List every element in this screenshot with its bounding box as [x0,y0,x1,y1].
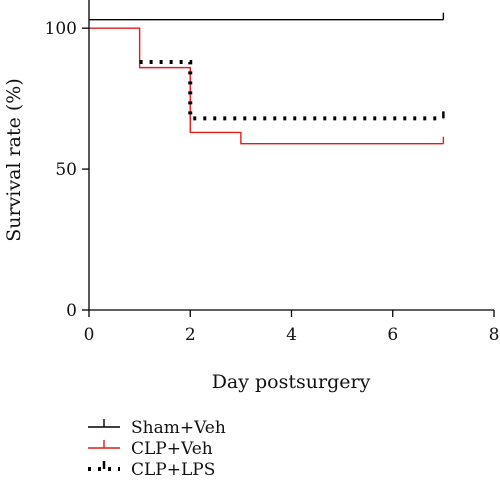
x-axis-title: Day postsurgery [212,371,371,393]
series-clp-lps-line [139,60,444,121]
plot-area [89,12,445,145]
y-tick-label-2: 100 [45,19,77,39]
x-tick-label-3: 6 [387,325,398,345]
y-tick-label-1: 50 [55,160,77,180]
x-ticks: 0 2 4 6 8 [84,310,500,345]
legend-label-clp-lps: CLP+LPS [131,460,215,480]
legend-label-clp-veh: CLP+Veh [131,439,213,459]
y-ticks: 0 50 100 [45,19,89,321]
axes [88,0,494,311]
y-axis-title: Survival rate (%) [3,78,25,242]
legend-label-sham-veh: Sham+Veh [131,418,226,438]
x-tick-label-2: 4 [286,325,297,345]
x-tick-label-0: 0 [84,325,95,345]
x-tick-label-1: 2 [185,325,196,345]
series-clp-veh-line [89,27,444,145]
y-tick-label-0: 0 [66,301,77,321]
x-tick-label-4: 8 [489,325,500,345]
